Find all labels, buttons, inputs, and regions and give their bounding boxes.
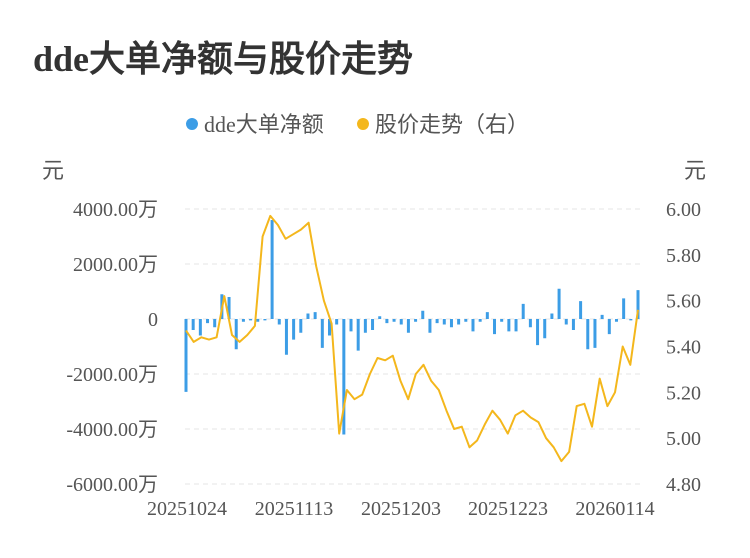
dde-bar bbox=[299, 319, 303, 333]
dde-bar bbox=[227, 297, 231, 319]
right-tick-label: 4.80 bbox=[666, 474, 701, 496]
x-axis-ticks: 20251024 20251113 20251203 20251223 20260114 bbox=[147, 498, 655, 520]
dde-bar bbox=[478, 319, 482, 322]
dde-bar bbox=[256, 319, 260, 322]
dde-bar bbox=[593, 319, 597, 348]
dde-bar bbox=[421, 310, 425, 319]
dde-bar bbox=[292, 319, 296, 340]
dde-bar bbox=[622, 298, 626, 319]
dde-bar bbox=[471, 319, 475, 332]
dde-bar bbox=[550, 313, 554, 319]
dde-bar bbox=[607, 319, 611, 335]
dde-bar bbox=[629, 319, 633, 321]
dde-bar bbox=[378, 316, 382, 319]
dde-bar bbox=[399, 319, 403, 325]
dde-bar bbox=[241, 319, 245, 322]
right-tick-label: 5.00 bbox=[666, 428, 701, 450]
legend-label-price: 股价走势（右） bbox=[375, 112, 529, 137]
dde-bar bbox=[614, 319, 618, 322]
dde-bar bbox=[528, 319, 532, 328]
right-axis-ticks: 6.00 5.80 5.60 5.40 5.20 5.00 4.80 bbox=[666, 199, 701, 496]
dde-bar bbox=[500, 319, 504, 322]
legend[interactable]: dde大单净额 股价走势（右） bbox=[186, 112, 529, 137]
legend-marker-dde bbox=[186, 118, 198, 130]
dde-bar bbox=[313, 312, 317, 319]
dde-bar bbox=[184, 319, 188, 392]
dde-bar bbox=[320, 319, 324, 348]
dde-bar bbox=[371, 319, 375, 330]
bar-series bbox=[184, 220, 640, 435]
dde-bar bbox=[327, 319, 331, 336]
dde-bar bbox=[507, 319, 511, 332]
dde-bar bbox=[536, 319, 540, 346]
right-tick-label: 5.60 bbox=[666, 291, 701, 313]
dde-bar bbox=[485, 312, 489, 319]
dde-bar bbox=[600, 314, 604, 319]
left-tick-label: -4000.00万 bbox=[66, 419, 158, 441]
dde-bar bbox=[385, 319, 389, 324]
dde-bar bbox=[493, 319, 497, 335]
dde-bar bbox=[363, 319, 367, 333]
dde-bar bbox=[342, 319, 346, 435]
left-tick-label: 2000.00万 bbox=[73, 254, 158, 276]
dde-bar bbox=[543, 319, 547, 339]
right-tick-label: 5.20 bbox=[666, 382, 701, 404]
dde-bar bbox=[270, 220, 274, 319]
legend-label-dde: dde大单净额 bbox=[204, 112, 324, 137]
dde-bar bbox=[414, 319, 418, 322]
left-axis-ticks: 4000.00万 2000.00万 0 -2000.00万 -4000.00万 -6000… bbox=[66, 199, 158, 496]
chart-title: dde大单净额与股价走势 bbox=[33, 39, 414, 79]
dde-bar bbox=[198, 319, 202, 336]
right-axis-unit: 元 bbox=[684, 158, 706, 183]
dde-bar bbox=[586, 319, 590, 350]
left-tick-label: -2000.00万 bbox=[66, 364, 158, 386]
dde-bar bbox=[457, 319, 461, 325]
dde-bar bbox=[564, 319, 568, 325]
dde-bar bbox=[191, 319, 195, 330]
dde-bar bbox=[521, 303, 525, 319]
dde-bar bbox=[349, 319, 353, 332]
dde-bar bbox=[557, 288, 561, 319]
right-tick-label: 5.40 bbox=[666, 337, 701, 359]
x-tick-label: 20251223 bbox=[468, 498, 548, 520]
dde-bar bbox=[392, 319, 396, 322]
dde-bar bbox=[306, 313, 310, 319]
dde-bar bbox=[406, 319, 410, 333]
dde-bar bbox=[335, 319, 339, 325]
dde-bar bbox=[206, 319, 210, 324]
price-line bbox=[185, 214, 639, 463]
right-tick-label: 6.00 bbox=[666, 199, 701, 221]
left-tick-label: 4000.00万 bbox=[73, 199, 158, 221]
left-tick-label: 0 bbox=[148, 309, 158, 331]
line-series bbox=[185, 214, 639, 463]
grid-lines bbox=[185, 208, 640, 485]
dde-bar bbox=[571, 319, 575, 330]
dde-bar bbox=[449, 319, 453, 328]
dde-bar bbox=[428, 319, 432, 333]
dde-bar bbox=[356, 319, 360, 351]
left-axis-unit: 元 bbox=[42, 158, 64, 183]
dde-bar bbox=[263, 319, 267, 321]
dde-bar bbox=[636, 290, 640, 319]
dde-bar bbox=[284, 319, 288, 355]
dde-bar bbox=[442, 319, 446, 325]
dde-bar bbox=[514, 319, 518, 332]
dde-bar bbox=[464, 319, 468, 322]
right-tick-label: 5.80 bbox=[666, 245, 701, 267]
dde-bar bbox=[234, 319, 238, 350]
dde-bar bbox=[249, 319, 253, 321]
x-tick-label: 20251203 bbox=[361, 498, 441, 520]
x-tick-label: 20251113 bbox=[255, 498, 334, 520]
dde-bar bbox=[435, 319, 439, 324]
left-tick-label: -6000.00万 bbox=[66, 474, 158, 496]
dde-bar bbox=[579, 301, 583, 319]
legend-marker-price bbox=[357, 118, 369, 130]
dde-bar bbox=[213, 319, 217, 328]
dde-bar bbox=[277, 319, 281, 325]
x-tick-label: 20260114 bbox=[575, 498, 654, 520]
x-tick-label: 20251024 bbox=[147, 498, 227, 520]
